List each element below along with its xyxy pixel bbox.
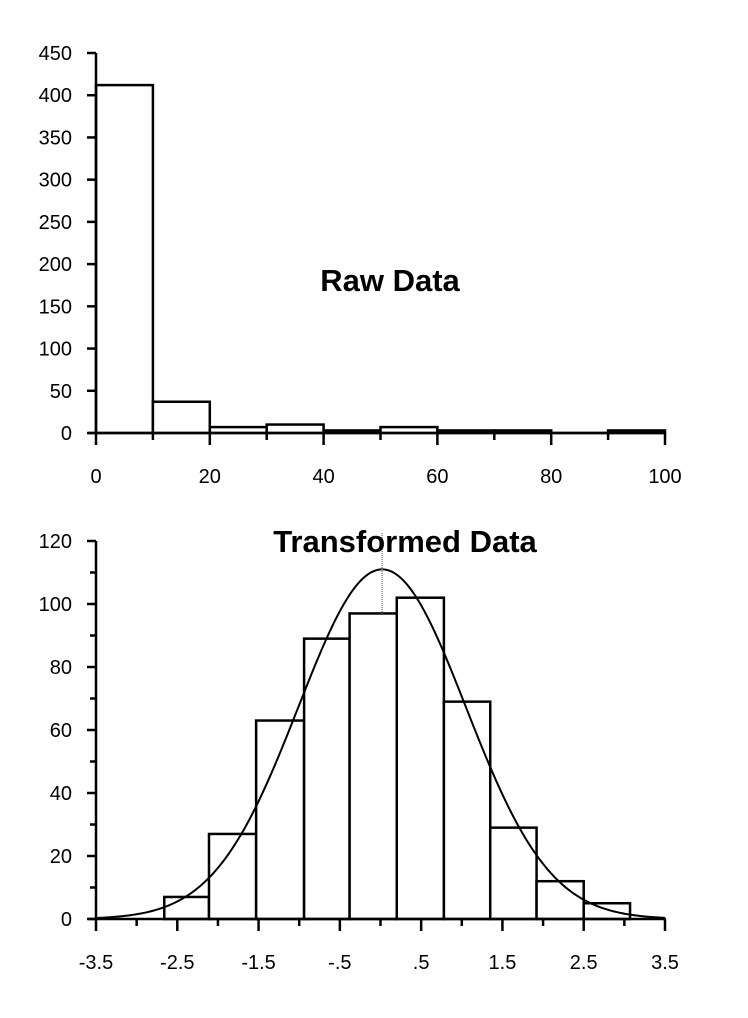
normal-fit-curve bbox=[95, 568, 666, 919]
histogram-bar bbox=[395, 596, 446, 921]
y-tick-label: 20 bbox=[50, 846, 72, 868]
transformed-data-histogram: 0 20 40 60 80 100 120 -3.5 -2.5 -1.5 -.5 .5 1.5 2.5 3.… bbox=[39, 524, 679, 974]
histogram-bar bbox=[151, 400, 212, 435]
x-tick-label: 20 bbox=[199, 466, 221, 488]
x-tick-label: -3.5 bbox=[79, 952, 113, 974]
transformed-data-title: Transformed Data bbox=[273, 524, 537, 559]
histogram-bar bbox=[163, 895, 211, 921]
x-tick-label: -.5 bbox=[328, 952, 351, 974]
y-tick-label: 150 bbox=[39, 296, 72, 318]
x-tick-label: 40 bbox=[312, 466, 334, 488]
histogram-bar bbox=[348, 612, 399, 921]
y-tick-label: 200 bbox=[39, 254, 72, 276]
x-tick-label: 100 bbox=[648, 466, 681, 488]
histogram-bar bbox=[488, 826, 538, 921]
y-tick-label: 450 bbox=[39, 43, 72, 65]
raw-data-histogram: 0 50 100 150 200 250 300 350 400 450 0 20 40 60 80 100 R… bbox=[39, 43, 682, 488]
histogram-bar bbox=[94, 83, 155, 435]
y-tick-label: 50 bbox=[50, 381, 72, 403]
x-tick-label: 2.5 bbox=[570, 952, 598, 974]
y-tick-label: 250 bbox=[39, 212, 72, 234]
y-tick-label: 120 bbox=[39, 531, 72, 553]
x-tick-label: 0 bbox=[90, 466, 101, 488]
x-tick-label: 1.5 bbox=[489, 952, 517, 974]
raw-data-title: Raw Data bbox=[320, 263, 460, 298]
histogram-bar bbox=[442, 700, 492, 921]
y-tick-label: 0 bbox=[61, 909, 72, 931]
y-tick-label: 80 bbox=[50, 657, 72, 679]
y-tick-label: 400 bbox=[39, 85, 72, 107]
y-tick-label: 60 bbox=[50, 720, 72, 742]
y-tick-label: 0 bbox=[61, 423, 72, 445]
y-tick-label: 300 bbox=[39, 170, 72, 192]
histogram-bar bbox=[535, 879, 585, 921]
x-tick-label: -2.5 bbox=[160, 952, 194, 974]
y-tick-label: 100 bbox=[39, 594, 72, 616]
histogram-bar bbox=[302, 637, 351, 921]
histogram-bar bbox=[265, 423, 325, 435]
y-tick-label: 40 bbox=[50, 783, 72, 805]
x-tick-label: .5 bbox=[413, 952, 430, 974]
x-tick-label: -1.5 bbox=[241, 952, 275, 974]
y-tick-label: 100 bbox=[39, 339, 72, 361]
x-tick-label: 60 bbox=[426, 466, 448, 488]
x-tick-label: 80 bbox=[540, 466, 562, 488]
x-tick-label: 3.5 bbox=[651, 952, 679, 974]
y-tick-label: 350 bbox=[39, 127, 72, 149]
histogram-bar bbox=[582, 902, 632, 921]
